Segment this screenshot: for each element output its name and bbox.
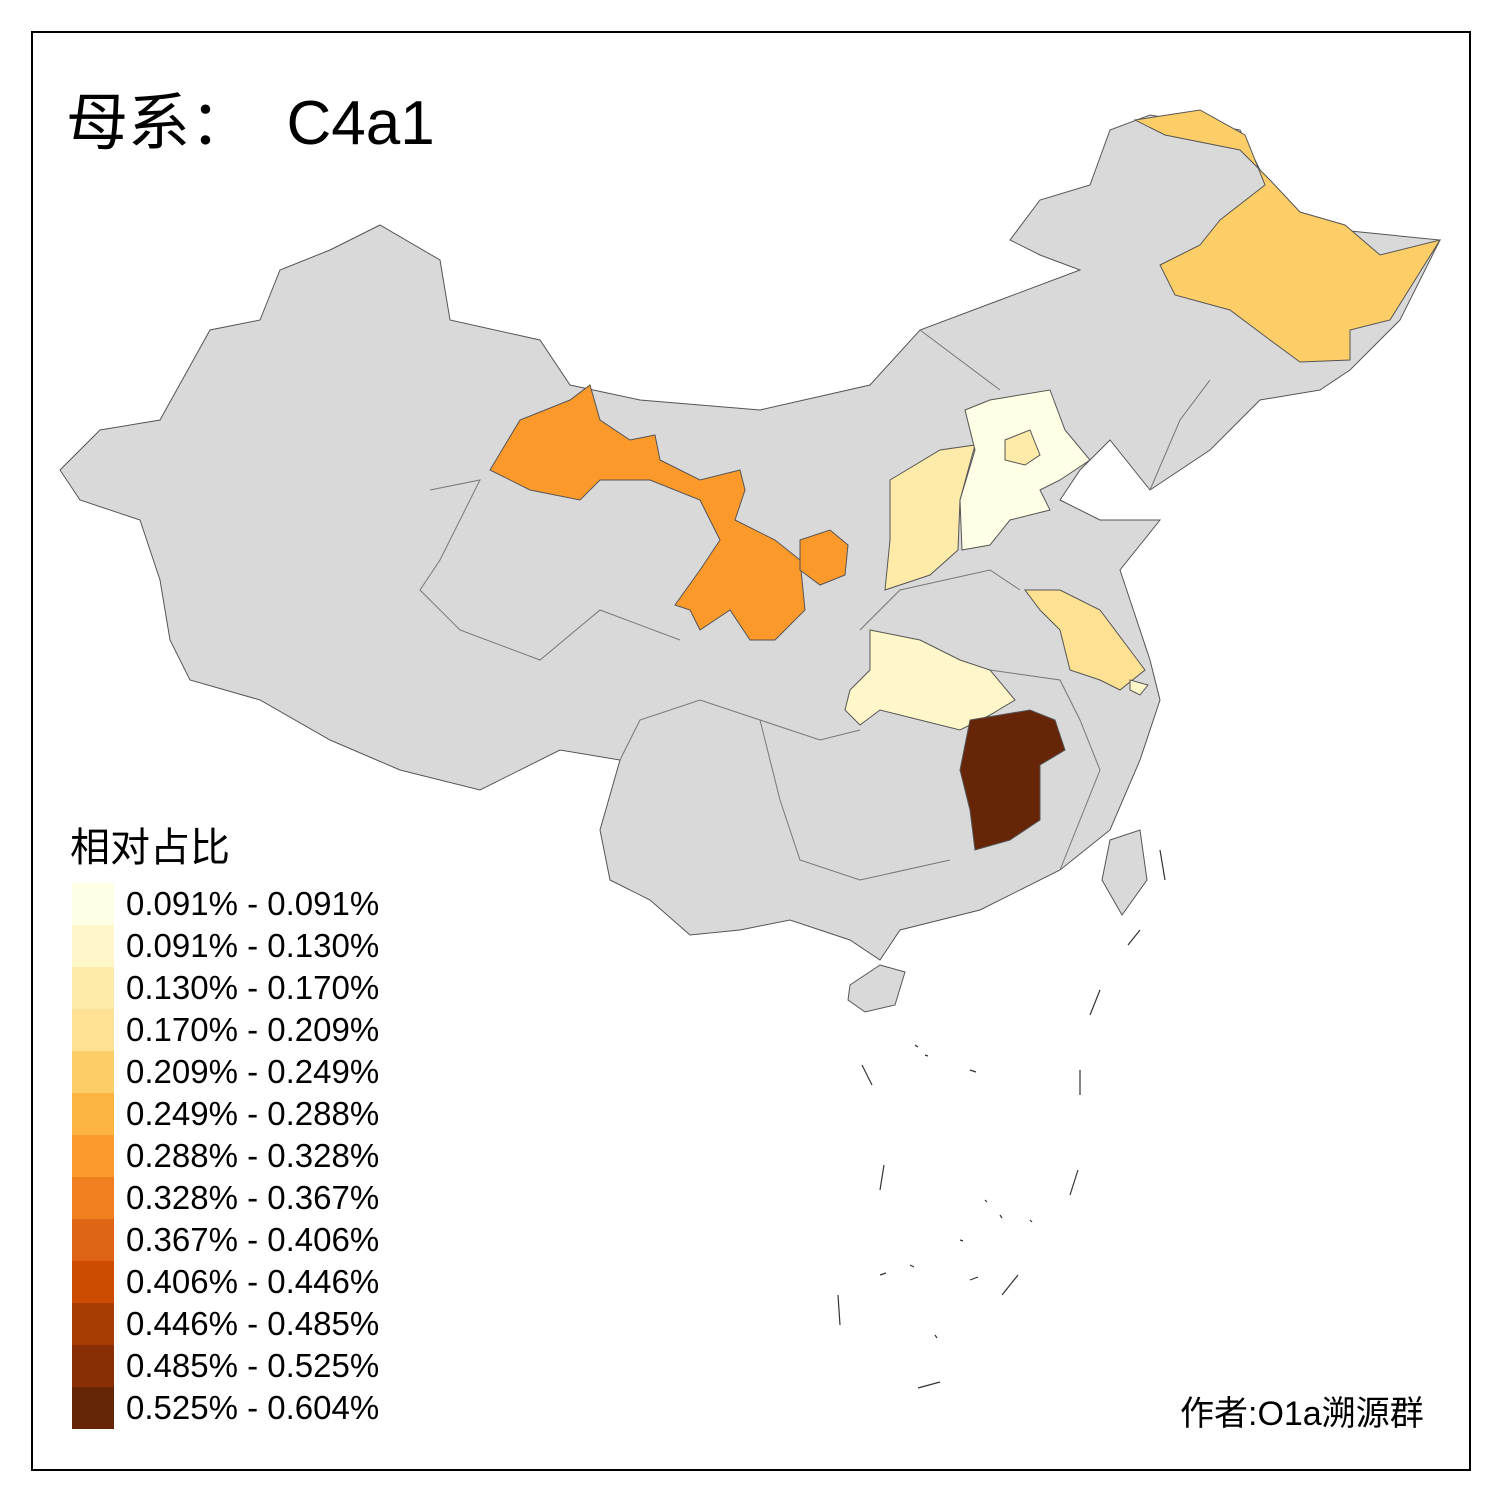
legend-item: 0.249% - 0.288% [72, 1093, 379, 1135]
legend-title: 相对占比 [70, 826, 230, 870]
region-jiangsu[interactable] [1024, 589, 1146, 691]
region-ningxia[interactable] [799, 529, 849, 586]
region-beijing[interactable] [1004, 429, 1041, 466]
legend-item: 0.170% - 0.209% [72, 1009, 379, 1051]
legend-label: 0.367% - 0.406% [126, 1221, 380, 1258]
map-title: 母系： C4a1 [66, 89, 435, 158]
region-hubei[interactable] [844, 629, 1016, 731]
legend-swatch [72, 1093, 114, 1135]
legend-label: 0.091% - 0.091% [126, 885, 380, 922]
legend-item: 0.485% - 0.525% [72, 1345, 379, 1387]
legend-swatch [72, 1009, 114, 1051]
legend-label: 0.525% - 0.604% [126, 1389, 380, 1426]
legend-item: 0.288% - 0.328% [72, 1135, 379, 1177]
region-shanghai[interactable] [1129, 679, 1149, 696]
legend-label: 0.288% - 0.328% [126, 1137, 380, 1174]
map-frame [31, 31, 1471, 1471]
hainan-island [847, 964, 906, 1013]
legend-swatch [72, 1219, 114, 1261]
province-borders [419, 329, 1211, 881]
legend-swatch [72, 1051, 114, 1093]
taiwan-island [1101, 829, 1148, 916]
legend-item: 0.209% - 0.249% [72, 1051, 379, 1093]
legend-item: 0.130% - 0.170% [72, 967, 379, 1009]
legend-item: 0.525% - 0.604% [72, 1387, 379, 1429]
region-hebei[interactable] [959, 389, 1091, 551]
region-gansu[interactable] [489, 384, 806, 641]
legend-swatch [72, 1303, 114, 1345]
legend-label: 0.328% - 0.367% [126, 1179, 380, 1216]
author-credit: 作者:O1a溯源群 [1180, 1395, 1424, 1433]
region-heilongjiang[interactable] [1133, 109, 1442, 363]
legend-item: 0.091% - 0.130% [72, 925, 379, 967]
legend-label: 0.130% - 0.170% [126, 969, 380, 1006]
legend: 0.091% - 0.091% 0.091% - 0.130% 0.130% - 0… [72, 883, 379, 1429]
legend-swatch [72, 1387, 114, 1429]
legend-label: 0.170% - 0.209% [126, 1011, 380, 1048]
south-sea-islands [837, 849, 1166, 1389]
region-shanxi[interactable] [884, 444, 976, 591]
legend-swatch [72, 1177, 114, 1219]
legend-swatch [72, 883, 114, 925]
region-jiangxi[interactable] [959, 709, 1066, 851]
legend-label: 0.485% - 0.525% [126, 1347, 380, 1384]
legend-item: 0.406% - 0.446% [72, 1261, 379, 1303]
legend-swatch [72, 1135, 114, 1177]
legend-item: 0.367% - 0.406% [72, 1219, 379, 1261]
legend-swatch [72, 967, 114, 1009]
legend-item: 0.446% - 0.485% [72, 1303, 379, 1345]
legend-item: 0.091% - 0.091% [72, 883, 379, 925]
legend-label: 0.446% - 0.485% [126, 1305, 380, 1342]
legend-swatch [72, 1345, 114, 1387]
legend-swatch [72, 925, 114, 967]
legend-label: 0.209% - 0.249% [126, 1053, 380, 1090]
legend-label: 0.091% - 0.130% [126, 927, 380, 964]
legend-swatch [72, 1261, 114, 1303]
legend-item: 0.328% - 0.367% [72, 1177, 379, 1219]
legend-label: 0.249% - 0.288% [126, 1095, 380, 1132]
legend-label: 0.406% - 0.446% [126, 1263, 380, 1300]
